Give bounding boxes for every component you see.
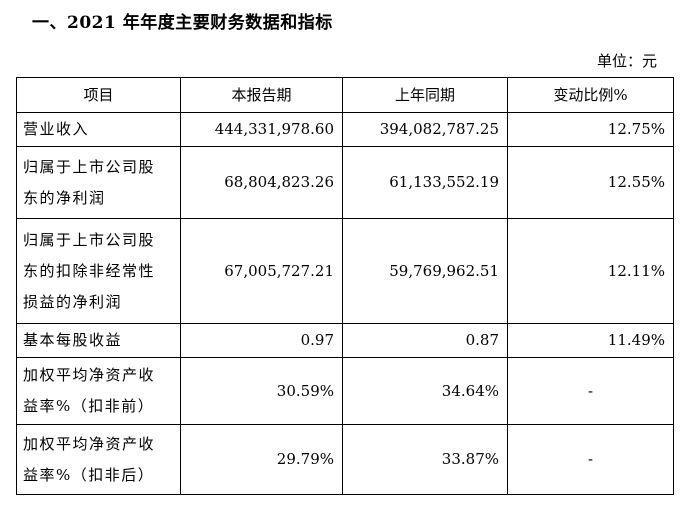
current-value: 29.79% (180, 424, 343, 495)
change-value: 12.75% (507, 112, 674, 147)
current-value: 0.97 (180, 323, 343, 358)
previous-value: 59,769,962.51 (342, 218, 508, 324)
header-change-ratio: 变动比例% (507, 77, 674, 113)
previous-value: 394,082,787.25 (342, 112, 508, 147)
table-row: 归属于上市公司股 东的净利润 68,804,823.26 61,133,552.… (16, 146, 674, 219)
section-heading: 一、2021 年年度主要财务数据和指标 (32, 13, 333, 33)
row-label: 加权平均净资产收 益率%（扣非前） (16, 357, 181, 425)
header-previous-period: 上年同期 (342, 77, 508, 113)
current-value: 444,331,978.60 (180, 112, 343, 147)
row-label-line: 归属于上市公司股 (23, 230, 156, 249)
previous-value: 33.87% (342, 424, 508, 495)
table-row: 营业收入 444,331,978.60 394,082,787.25 12.75… (16, 112, 674, 147)
previous-value: 61,133,552.19 (342, 146, 508, 219)
row-label-line: 损益的净利润 (23, 292, 123, 311)
row-label-line: 益率%（扣非前） (23, 397, 155, 415)
table-row: 加权平均净资产收 益率%（扣非后） 29.79% 33.87% - (16, 424, 674, 495)
change-value: - (507, 424, 674, 495)
row-label-line: 归属于上市公司股 (23, 157, 156, 176)
change-value: 12.11% (507, 218, 674, 324)
table-row: 基本每股收益 0.97 0.87 11.49% (16, 323, 674, 358)
row-label-line: 加权平均净资产收 (23, 434, 156, 453)
change-value: 11.49% (507, 323, 674, 358)
row-label-line: 益率%（扣非后） (23, 465, 155, 484)
row-label: 营业收入 (16, 112, 181, 147)
current-value: 67,005,727.21 (180, 218, 343, 324)
row-label-line: 加权平均净资产收 (23, 366, 156, 384)
unit-label: 单位：元 (596, 52, 657, 70)
row-label-line: 营业收入 (23, 120, 90, 138)
previous-value: 34.64% (342, 357, 508, 425)
row-label-line: 东的净利润 (23, 188, 106, 207)
row-label: 基本每股收益 (16, 323, 181, 358)
financial-indicators-table: 项目 本报告期 上年同期 变动比例% 营业收入 444,331,978.60 3… (16, 77, 674, 495)
row-label: 归属于上市公司股 东的净利润 (16, 146, 181, 219)
previous-value: 0.87 (342, 323, 508, 358)
row-label-line: 基本每股收益 (23, 331, 123, 349)
row-label: 加权平均净资产收 益率%（扣非后） (16, 424, 181, 495)
current-value: 30.59% (180, 357, 343, 425)
table-header-row: 项目 本报告期 上年同期 变动比例% (16, 77, 674, 113)
table-row: 加权平均净资产收 益率%（扣非前） 30.59% 34.64% - (16, 357, 674, 425)
header-item: 项目 (16, 77, 181, 113)
row-label-line: 东的扣除非经常性 (23, 261, 156, 280)
change-value: - (507, 357, 674, 425)
table-row: 归属于上市公司股 东的扣除非经常性 损益的净利润 67,005,727.21 5… (16, 218, 674, 324)
header-current-period: 本报告期 (180, 77, 343, 113)
current-value: 68,804,823.26 (180, 146, 343, 219)
row-label: 归属于上市公司股 东的扣除非经常性 损益的净利润 (16, 218, 181, 324)
change-value: 12.55% (507, 146, 674, 219)
